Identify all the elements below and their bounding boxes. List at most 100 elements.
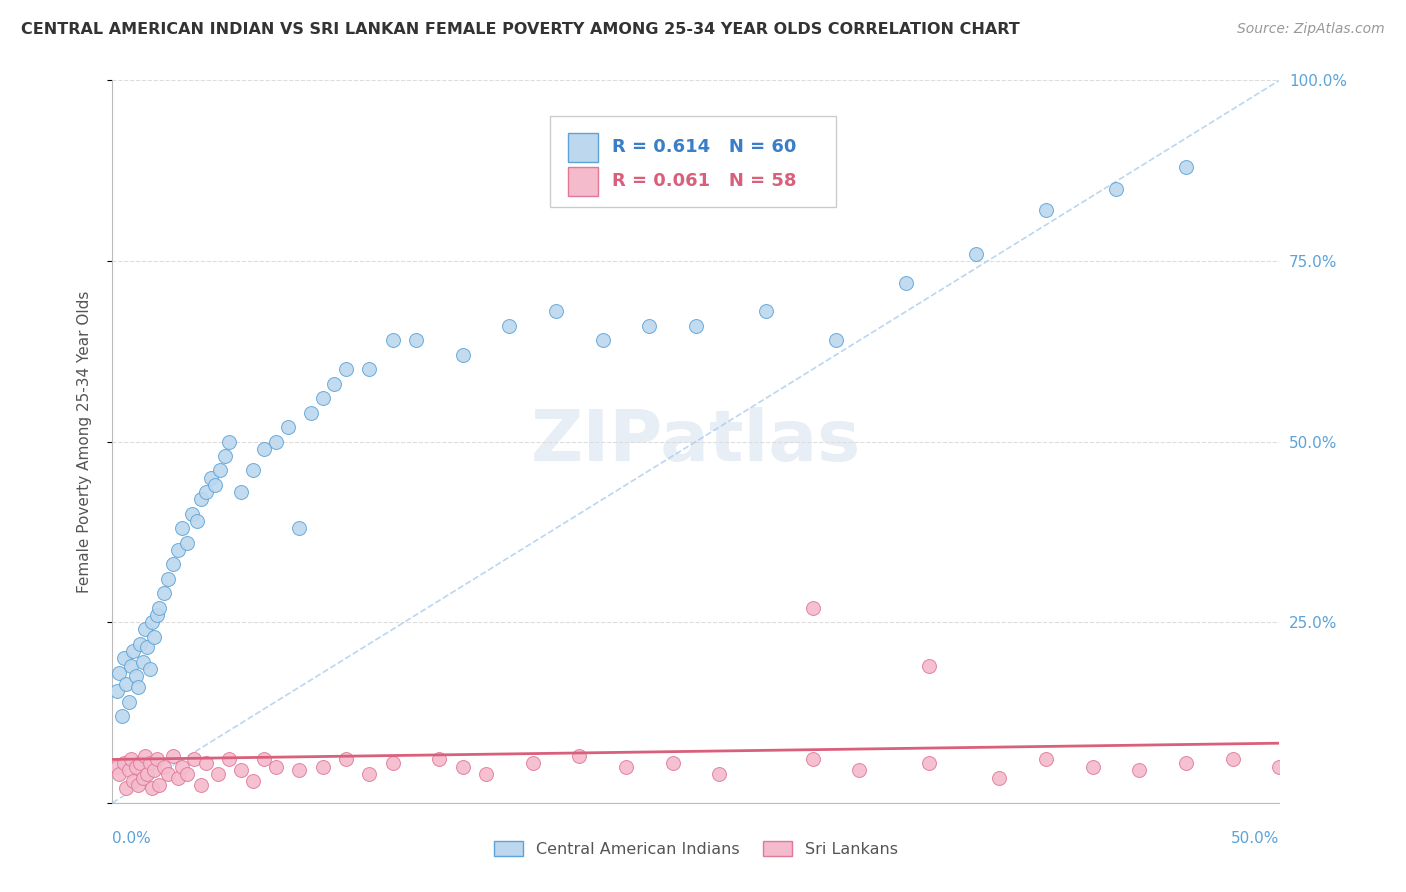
Point <box>685 318 707 333</box>
Point <box>544 304 567 318</box>
Point <box>1035 752 1057 766</box>
Point <box>143 630 166 644</box>
Point <box>381 334 404 348</box>
Point <box>614 760 637 774</box>
Point <box>134 748 156 763</box>
Point <box>153 586 176 600</box>
Point <box>427 752 450 766</box>
Point <box>965 246 987 260</box>
FancyBboxPatch shape <box>550 117 837 207</box>
Point <box>638 318 661 333</box>
Point <box>194 485 217 500</box>
Point <box>451 760 474 774</box>
Point <box>264 760 287 774</box>
Point <box>335 362 357 376</box>
Point <box>143 764 166 778</box>
Point <box>146 752 169 766</box>
Point <box>335 752 357 766</box>
Point <box>276 420 298 434</box>
Point <box>242 463 264 477</box>
Point <box>253 752 276 766</box>
Point <box>323 376 346 391</box>
Point <box>214 449 236 463</box>
Point <box>129 756 152 770</box>
Point <box>122 774 145 789</box>
Point <box>162 558 184 572</box>
Point <box>253 442 276 456</box>
Point <box>153 760 176 774</box>
Point <box>176 767 198 781</box>
Point <box>264 434 287 449</box>
FancyBboxPatch shape <box>568 133 598 162</box>
Point <box>127 680 149 694</box>
Point <box>148 778 170 792</box>
Point <box>451 348 474 362</box>
Point <box>132 655 155 669</box>
Point <box>132 771 155 785</box>
Point <box>129 637 152 651</box>
Point <box>125 760 148 774</box>
Point <box>475 767 498 781</box>
Point <box>118 695 141 709</box>
Point <box>918 756 941 770</box>
Point <box>125 669 148 683</box>
Point <box>194 756 217 770</box>
Point <box>405 334 427 348</box>
Point <box>288 764 311 778</box>
Point <box>120 752 142 766</box>
Point <box>180 507 202 521</box>
Point <box>115 676 138 690</box>
Point <box>359 362 381 376</box>
Point <box>1128 764 1150 778</box>
Point <box>139 756 162 770</box>
Point <box>157 767 180 781</box>
Point <box>122 644 145 658</box>
Text: CENTRAL AMERICAN INDIAN VS SRI LANKAN FEMALE POVERTY AMONG 25-34 YEAR OLDS CORRE: CENTRAL AMERICAN INDIAN VS SRI LANKAN FE… <box>21 22 1019 37</box>
Legend: Central American Indians, Sri Lankans: Central American Indians, Sri Lankans <box>488 835 904 863</box>
Point <box>157 572 180 586</box>
Point <box>661 756 683 770</box>
Point <box>115 781 138 796</box>
Point <box>498 318 520 333</box>
Point <box>127 778 149 792</box>
Point <box>592 334 614 348</box>
Point <box>359 767 381 781</box>
Point <box>1175 160 1198 174</box>
Point <box>1268 760 1291 774</box>
Point <box>381 756 404 770</box>
FancyBboxPatch shape <box>568 167 598 196</box>
Point <box>288 521 311 535</box>
Point <box>141 781 163 796</box>
Point <box>200 470 222 484</box>
Point <box>848 764 870 778</box>
Point <box>172 760 194 774</box>
Text: R = 0.061   N = 58: R = 0.061 N = 58 <box>612 172 796 190</box>
Text: R = 0.614   N = 60: R = 0.614 N = 60 <box>612 138 796 156</box>
Point <box>801 752 824 766</box>
Point <box>208 463 231 477</box>
Point <box>141 615 163 630</box>
Point <box>894 276 917 290</box>
Point <box>207 767 229 781</box>
Point <box>148 600 170 615</box>
Point <box>190 492 212 507</box>
Y-axis label: Female Poverty Among 25-34 Year Olds: Female Poverty Among 25-34 Year Olds <box>77 291 91 592</box>
Point <box>105 760 128 774</box>
Point <box>918 658 941 673</box>
Point <box>146 607 169 622</box>
Point <box>229 764 252 778</box>
Point <box>988 771 1011 785</box>
Point <box>299 406 322 420</box>
Point <box>1105 182 1128 196</box>
Point <box>120 658 142 673</box>
Text: Source: ZipAtlas.com: Source: ZipAtlas.com <box>1237 22 1385 37</box>
Point <box>112 756 135 770</box>
Point <box>134 623 156 637</box>
Point <box>176 535 198 549</box>
Point <box>166 771 188 785</box>
Text: ZIPatlas: ZIPatlas <box>531 407 860 476</box>
Point <box>522 756 544 770</box>
Point <box>172 521 194 535</box>
Point <box>242 774 264 789</box>
Point <box>709 767 731 781</box>
